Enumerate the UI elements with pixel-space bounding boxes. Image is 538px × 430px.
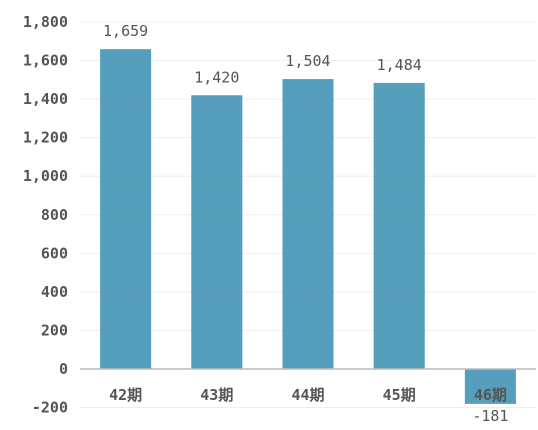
bar: [464, 369, 516, 404]
data-label: -181: [472, 407, 508, 425]
y-tick-label: 600: [41, 244, 68, 262]
y-tick-label: 0: [59, 360, 68, 378]
y-axis-tick-labels: -200 0 200 400 600 800 1,000 1,200 1,400 1,600 1,8…: [23, 13, 68, 417]
bar: [373, 82, 425, 369]
y-tick-label: -200: [32, 399, 68, 417]
y-tick-label: 400: [41, 283, 68, 301]
x-tick-label: 42期: [109, 386, 142, 404]
data-label: 1,484: [377, 56, 422, 74]
y-tick-label: 800: [41, 206, 68, 224]
bars: [100, 49, 516, 404]
data-labels: 1,659 1,420 1,504 1,484 -181: [103, 22, 508, 425]
x-tick-label: 44期: [291, 386, 324, 404]
bar: [100, 49, 152, 369]
data-label: 1,659: [103, 22, 148, 40]
data-label: 1,420: [194, 68, 239, 86]
x-axis-tick-labels: 42期 43期 44期 45期 46期: [109, 386, 507, 404]
x-tick-label: 46期: [474, 386, 507, 404]
y-tick-label: 200: [41, 321, 68, 339]
y-tick-label: 1,400: [23, 90, 68, 108]
bar: [191, 95, 243, 369]
y-tick-label: 1,000: [23, 167, 68, 185]
y-tick-label: 1,600: [23, 52, 68, 70]
y-tick-label: 1,800: [23, 13, 68, 31]
x-tick-label: 43期: [200, 386, 233, 404]
x-tick-label: 45期: [383, 386, 416, 404]
data-label: 1,504: [285, 52, 330, 70]
y-tick-label: 1,200: [23, 129, 68, 147]
bar: [282, 79, 334, 369]
